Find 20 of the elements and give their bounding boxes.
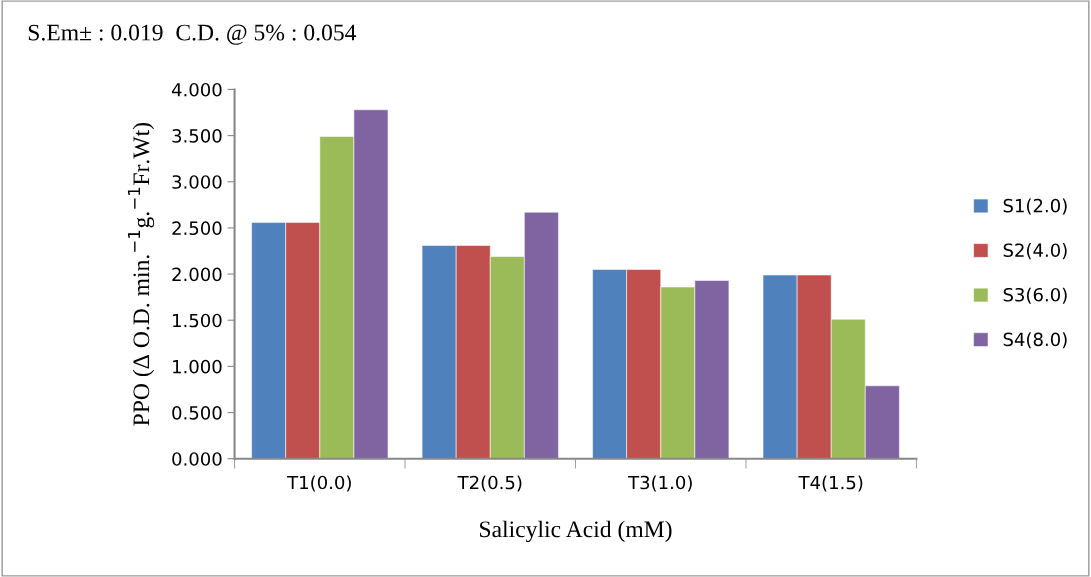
y-tick-label: 4.000 xyxy=(171,82,222,97)
y-tick-label: 3.000 xyxy=(172,175,222,189)
x-tick-label: T2(0.5) xyxy=(457,475,522,492)
x-axis-title: Salicylic Acid (mM) xyxy=(480,520,672,543)
x-tick-label: T1(0.0) xyxy=(287,475,351,492)
chart-title: S.Em± : 0.019 C.D. @ 5% : 0.054 xyxy=(28,24,357,45)
legend-label: S4(8.0) xyxy=(1003,332,1067,349)
y-tick-label: 3.500 xyxy=(172,129,222,143)
y-tick-label: 1.000 xyxy=(173,359,222,374)
y-tick-label: 2.500 xyxy=(172,221,222,236)
y-tick-label: 0.500 xyxy=(172,406,222,420)
legend-label: S2(4.0) xyxy=(1003,243,1067,260)
x-tick-label: T3(1.0) xyxy=(628,475,692,492)
y-axis-title: PPO (Δ O.D. min.$^{−1}$g.$^{−1}$Fr.Wt) xyxy=(127,123,155,426)
y-tick-label: 2.000 xyxy=(172,267,222,282)
y-tick-label: 0.000 xyxy=(172,452,222,466)
legend-label: S1(2.0) xyxy=(1003,198,1067,215)
y-tick-label: 1.500 xyxy=(173,313,222,328)
legend-label: S3(6.0) xyxy=(1003,287,1067,304)
x-tick-label: T4(1.5) xyxy=(798,475,863,492)
